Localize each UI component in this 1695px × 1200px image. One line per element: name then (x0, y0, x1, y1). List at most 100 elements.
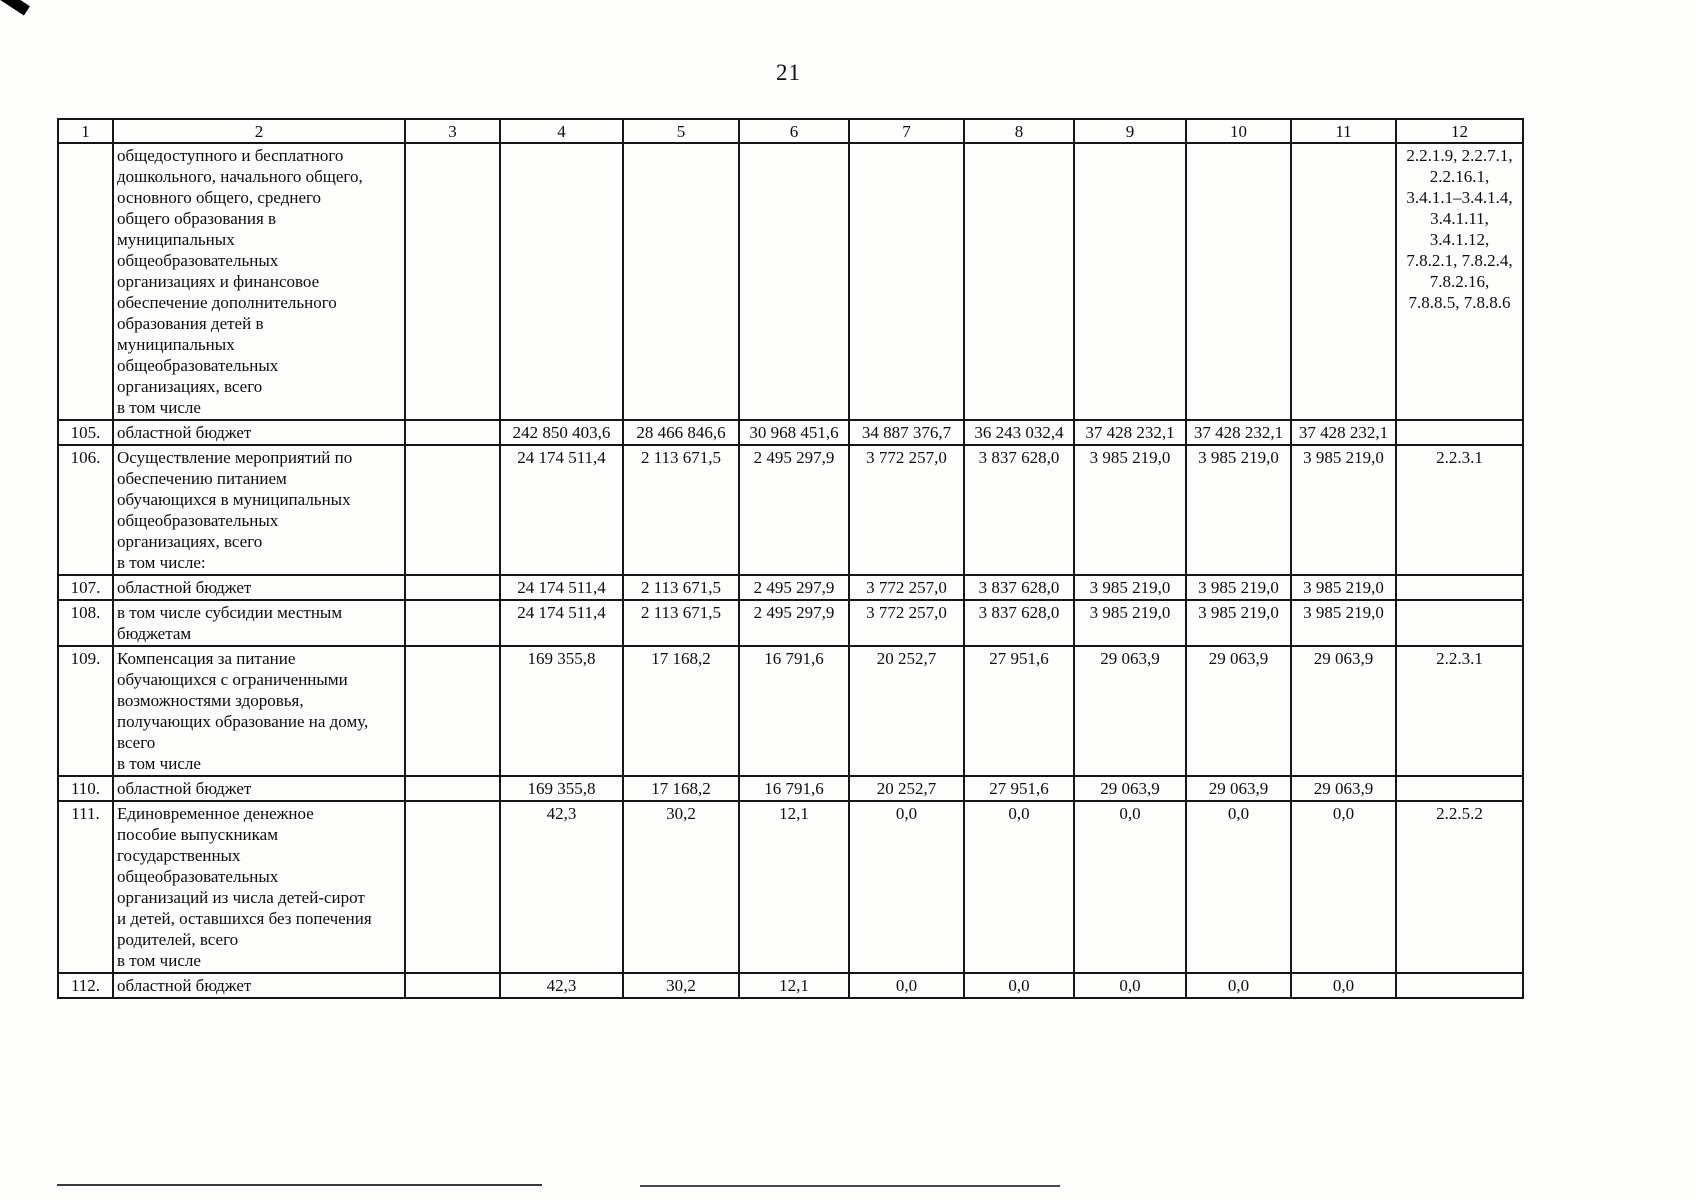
column-header-10: 10 (1185, 118, 1292, 144)
value-cell: 0,0 (963, 972, 1075, 999)
description-cell: областной бюджет (112, 574, 406, 601)
value-cell: 2 113 671,5 (622, 444, 740, 576)
value-cell: 3 772 257,0 (848, 444, 965, 576)
table-row: 107. областной бюджет 24 174 511,4 2 113… (57, 574, 1524, 601)
value-cell: 3 985 219,0 (1290, 599, 1397, 647)
column-header-5: 5 (622, 118, 740, 144)
value-cell: 30 968 451,6 (738, 419, 850, 446)
value-cell: 29 063,9 (1290, 775, 1397, 802)
row-number-cell: 111. (57, 800, 114, 974)
value-cell: 3 985 219,0 (1185, 444, 1292, 576)
value-cell: 2 113 671,5 (622, 599, 740, 647)
column-header-9: 9 (1073, 118, 1187, 144)
table-row: 111. Единовременное денежное пособие вып… (57, 800, 1524, 974)
value-cell: 30,2 (622, 972, 740, 999)
program-ref-cell (1395, 599, 1524, 647)
value-cell (404, 800, 501, 974)
value-cell: 3 772 257,0 (848, 574, 965, 601)
value-cell (1073, 142, 1187, 421)
table-row: 112. областной бюджет 42,3 30,2 12,1 0,0… (57, 972, 1524, 999)
value-cell: 0,0 (848, 800, 965, 974)
value-cell (738, 142, 850, 421)
value-cell: 0,0 (1185, 800, 1292, 974)
description-cell: в том числе субсидии местным бюджетам (112, 599, 406, 647)
value-cell (404, 599, 501, 647)
value-cell (404, 142, 501, 421)
row-number-cell (57, 142, 114, 421)
value-cell: 3 985 219,0 (1185, 574, 1292, 601)
value-cell: 0,0 (848, 972, 965, 999)
value-cell: 2 113 671,5 (622, 574, 740, 601)
column-header-4: 4 (499, 118, 624, 144)
column-header-8: 8 (963, 118, 1075, 144)
table-row: 106. Осуществление мероприятий по обеспе… (57, 444, 1524, 576)
value-cell: 37 428 232,1 (1185, 419, 1292, 446)
value-cell: 30,2 (622, 800, 740, 974)
value-cell: 169 355,8 (499, 645, 624, 777)
value-cell: 2 495 297,9 (738, 599, 850, 647)
value-cell: 20 252,7 (848, 775, 965, 802)
value-cell (1290, 142, 1397, 421)
column-header-7: 7 (848, 118, 965, 144)
value-cell: 169 355,8 (499, 775, 624, 802)
document-page: 21 1 2 3 4 5 6 7 8 9 10 11 12 (57, 0, 1524, 999)
value-cell: 0,0 (963, 800, 1075, 974)
value-cell (404, 972, 501, 999)
column-header-3: 3 (404, 118, 501, 144)
budget-table: 1 2 3 4 5 6 7 8 9 10 11 12 общедоступног… (57, 118, 1524, 999)
program-ref-cell (1395, 972, 1524, 999)
scan-artifact-top-left (0, 0, 30, 16)
value-cell: 27 951,6 (963, 775, 1075, 802)
value-cell: 2 495 297,9 (738, 574, 850, 601)
value-cell (404, 574, 501, 601)
row-number-cell: 110. (57, 775, 114, 802)
value-cell: 29 063,9 (1290, 645, 1397, 777)
program-ref-cell (1395, 775, 1524, 802)
table-row: 108. в том числе субсидии местным бюджет… (57, 599, 1524, 647)
value-cell (963, 142, 1075, 421)
program-ref-cell: 2.2.1.9, 2.2.7.1, 2.2.16.1, 3.4.1.1–3.4.… (1395, 142, 1524, 421)
table-header-row: 1 2 3 4 5 6 7 8 9 10 11 12 (57, 118, 1524, 144)
value-cell (499, 142, 624, 421)
description-cell: общедоступного и бесплатного дошкольного… (112, 142, 406, 421)
program-ref-cell: 2.2.5.2 (1395, 800, 1524, 974)
value-cell: 0,0 (1073, 972, 1187, 999)
description-cell: областной бюджет (112, 419, 406, 446)
value-cell: 29 063,9 (1185, 775, 1292, 802)
description-cell: Компенсация за питание обучающихся с огр… (112, 645, 406, 777)
value-cell: 34 887 376,7 (848, 419, 965, 446)
description-cell: Единовременное денежное пособие выпускни… (112, 800, 406, 974)
value-cell: 0,0 (1073, 800, 1187, 974)
value-cell: 20 252,7 (848, 645, 965, 777)
value-cell: 42,3 (499, 972, 624, 999)
value-cell: 3 837 628,0 (963, 599, 1075, 647)
value-cell: 0,0 (1290, 972, 1397, 999)
table-row: общедоступного и бесплатного дошкольного… (57, 142, 1524, 421)
value-cell: 3 985 219,0 (1073, 599, 1187, 647)
value-cell: 27 951,6 (963, 645, 1075, 777)
scan-artifact-bottom-line-right (640, 1185, 1060, 1187)
column-header-6: 6 (738, 118, 850, 144)
value-cell: 36 243 032,4 (963, 419, 1075, 446)
value-cell: 37 428 232,1 (1290, 419, 1397, 446)
value-cell: 3 772 257,0 (848, 599, 965, 647)
value-cell: 3 985 219,0 (1185, 599, 1292, 647)
program-ref-cell: 2.2.3.1 (1395, 444, 1524, 576)
value-cell: 24 174 511,4 (499, 574, 624, 601)
value-cell (404, 419, 501, 446)
value-cell (404, 645, 501, 777)
value-cell (848, 142, 965, 421)
value-cell: 3 985 219,0 (1073, 574, 1187, 601)
value-cell: 16 791,6 (738, 775, 850, 802)
program-ref-cell (1395, 419, 1524, 446)
table-row: 105. областной бюджет 242 850 403,6 28 4… (57, 419, 1524, 446)
value-cell: 42,3 (499, 800, 624, 974)
column-header-11: 11 (1290, 118, 1397, 144)
value-cell: 0,0 (1290, 800, 1397, 974)
value-cell: 3 985 219,0 (1073, 444, 1187, 576)
row-number-cell: 107. (57, 574, 114, 601)
row-number-cell: 106. (57, 444, 114, 576)
program-ref-cell (1395, 574, 1524, 601)
value-cell (622, 142, 740, 421)
value-cell: 16 791,6 (738, 645, 850, 777)
